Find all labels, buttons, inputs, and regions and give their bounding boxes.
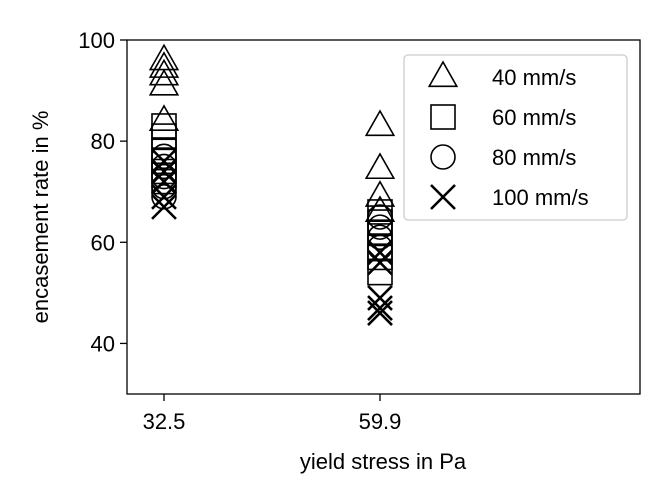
x-marker [367, 239, 393, 266]
circle-marker [151, 163, 177, 190]
square-marker [367, 259, 393, 286]
triangle-marker [148, 43, 180, 71]
legend-item: 100 mm/s [430, 184, 589, 210]
square-marker [151, 123, 177, 149]
x-axis-label: yield stress in Pa [300, 449, 467, 474]
legend: 40 mm/s 60 mm/s 80 mm/s 100 mm/s [403, 54, 628, 221]
circle-marker [151, 153, 177, 180]
legend-label: 80 mm/s [492, 145, 576, 170]
plot-area [126, 39, 641, 395]
triangle-marker [364, 180, 396, 207]
square-marker [151, 113, 177, 139]
triangle-marker [148, 51, 180, 78]
data-points [148, 43, 396, 327]
square-marker [367, 209, 393, 235]
series-circle [151, 143, 393, 261]
x-tick-label: 59.9 [359, 409, 402, 434]
legend-square-icon [430, 104, 456, 130]
triangle-marker [364, 195, 396, 223]
y-tick-label: 100 [78, 28, 115, 53]
legend-item: 40 mm/s [427, 60, 576, 90]
y-axis-label: encasement rate in % [28, 111, 53, 324]
series-x [151, 148, 393, 327]
y-tick-label: 40 [91, 331, 115, 356]
triangle-marker [364, 109, 396, 137]
x-marker [367, 300, 393, 327]
circle-marker [151, 143, 177, 170]
legend-x-icon [430, 184, 456, 210]
y-tick-label: 60 [91, 230, 115, 255]
legend-item: 60 mm/s [430, 104, 576, 130]
triangle-marker [148, 58, 180, 86]
circle-marker [367, 234, 393, 261]
x-marker [151, 158, 177, 185]
x-tick-label: 32.5 [143, 409, 186, 434]
circle-marker [367, 224, 393, 251]
circle-marker [151, 183, 177, 210]
legend-item: 80 mm/s [430, 144, 576, 170]
legend-label: 60 mm/s [492, 105, 576, 130]
series-square [151, 113, 393, 286]
legend-label: 40 mm/s [492, 65, 576, 90]
triangle-marker [364, 152, 396, 180]
x-marker [151, 148, 177, 175]
circle-marker [367, 204, 393, 230]
square-marker [151, 168, 177, 195]
circle-marker [151, 173, 177, 200]
triangle-marker [148, 104, 180, 132]
triangle-marker [148, 68, 180, 96]
y-axis: 40 60 80 100 [78, 28, 127, 356]
legend-frame [403, 54, 628, 221]
series-triangle [148, 43, 396, 223]
x-marker [367, 295, 393, 321]
legend-circle-icon [430, 144, 456, 170]
square-marker [367, 244, 393, 271]
x-marker [151, 183, 177, 210]
legend-label: 100 mm/s [492, 185, 589, 210]
x-marker [367, 249, 393, 276]
legend-triangle-icon [427, 60, 459, 88]
circle-marker [367, 214, 393, 240]
y-tick-label: 80 [91, 129, 115, 154]
square-marker [367, 219, 393, 245]
x-marker [151, 193, 177, 220]
x-axis: 32.5 59.9 [143, 394, 402, 434]
